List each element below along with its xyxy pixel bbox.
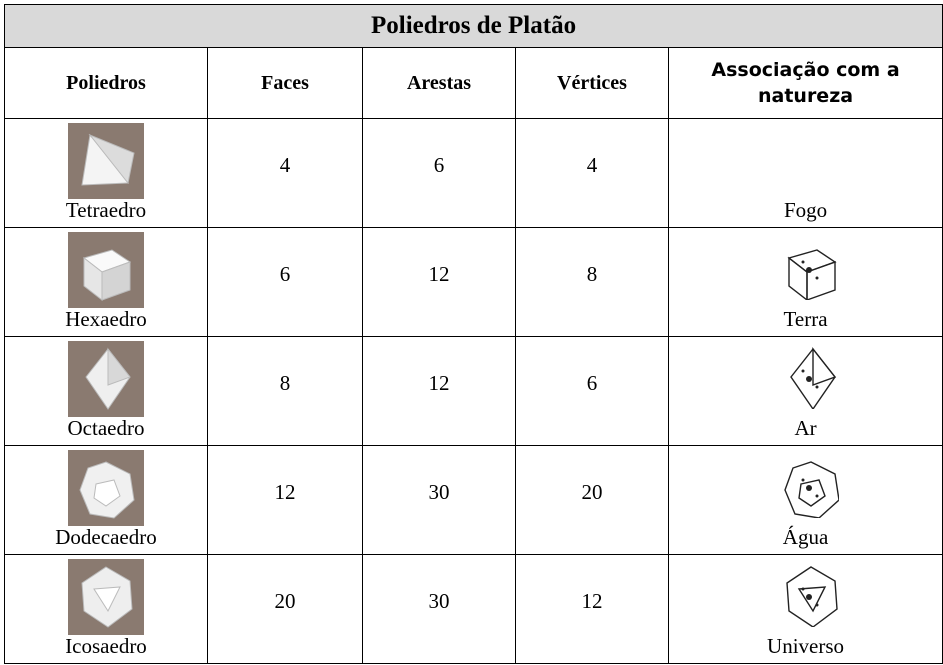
cell-number: 20	[581, 480, 603, 504]
polyhedron-photo	[68, 450, 144, 526]
polyhedron-photo	[68, 559, 144, 635]
cell-number: 30	[428, 589, 450, 613]
table-cell: Água	[667, 445, 943, 555]
table-title: Poliedros de Platão	[3, 4, 943, 48]
cell-number: 8	[586, 262, 598, 286]
table-row: Octaedro 8 12 6 Ar	[4, 336, 943, 446]
table-cell: 12	[515, 554, 669, 664]
element-name: Ar	[794, 416, 817, 440]
polyhedron-name: Hexaedro	[65, 307, 147, 331]
table-cell: Tetraedro	[4, 118, 208, 228]
header-cell: Vértices	[515, 47, 669, 119]
polyhedron-name: Dodecaedro	[55, 525, 157, 549]
table-row: Dodecaedro 12 30 20 Água	[4, 445, 943, 555]
table-cell: 12	[362, 336, 516, 446]
table-cell: 30	[362, 554, 516, 664]
table-cell: 8	[515, 227, 669, 337]
cell-number: 12	[428, 262, 450, 286]
cell-number: 6	[433, 153, 445, 177]
table-cell: 20	[207, 554, 363, 664]
element-illustration	[787, 249, 837, 300]
table-row: Tetraedro 4 6 4 Fogo	[4, 118, 943, 228]
table-cell: 6	[362, 118, 516, 228]
table-cell: 8	[207, 336, 363, 446]
table-cell: 20	[515, 445, 669, 555]
header-cell: Faces	[207, 47, 363, 119]
table-cell: 30	[362, 445, 516, 555]
table-cell: Universo	[667, 554, 943, 664]
cell-number: 6	[586, 371, 598, 395]
cell-number: 12	[274, 480, 296, 504]
table-cell: 6	[207, 227, 363, 337]
table-cell: 12	[207, 445, 363, 555]
header-cell: Poliedros	[4, 47, 208, 119]
table-cell: Fogo	[667, 118, 943, 228]
cell-number: 8	[279, 371, 291, 395]
polyhedron-name: Tetraedro	[65, 198, 147, 222]
table-cell: Hexaedro	[4, 227, 208, 337]
element-name: Água	[782, 525, 829, 549]
table-cell: Terra	[667, 227, 943, 337]
element-illustration	[785, 566, 838, 627]
polyhedra-table: Poliedros de Platão Poliedros Faces Ares…	[3, 4, 943, 664]
cell-number: 4	[586, 153, 598, 177]
polyhedron-name: Octaedro	[67, 416, 145, 440]
element-name: Terra	[783, 307, 828, 331]
table-cell: 4	[207, 118, 363, 228]
table-cell: Octaedro	[4, 336, 208, 446]
element-illustration	[789, 346, 836, 409]
cell-number: 6	[279, 262, 291, 286]
table-cell: Ar	[667, 336, 943, 446]
element-illustration	[783, 461, 839, 518]
table-row: Icosaedro 20 30 12 Universo	[4, 554, 943, 664]
table-row: Hexaedro 6 12 8 Terra	[4, 227, 943, 337]
table-cell: 12	[362, 227, 516, 337]
element-name: Fogo	[783, 198, 828, 222]
table-cell: Dodecaedro	[4, 445, 208, 555]
table-cell: 6	[515, 336, 669, 446]
cell-number: 30	[428, 480, 450, 504]
cell-number: 20	[274, 589, 296, 613]
header-cell: Associação com a natureza	[667, 47, 943, 119]
header-cell: Arestas	[362, 47, 516, 119]
polyhedron-photo	[68, 232, 144, 308]
cell-number: 12	[428, 371, 450, 395]
polyhedron-photo	[68, 123, 144, 199]
cell-number: 4	[279, 153, 291, 177]
table-cell: Icosaedro	[4, 554, 208, 664]
cell-number: 12	[581, 589, 603, 613]
table-cell: 4	[515, 118, 669, 228]
element-name: Universo	[767, 634, 845, 658]
polyhedron-name: Icosaedro	[65, 634, 147, 658]
polyhedron-photo	[68, 341, 144, 417]
